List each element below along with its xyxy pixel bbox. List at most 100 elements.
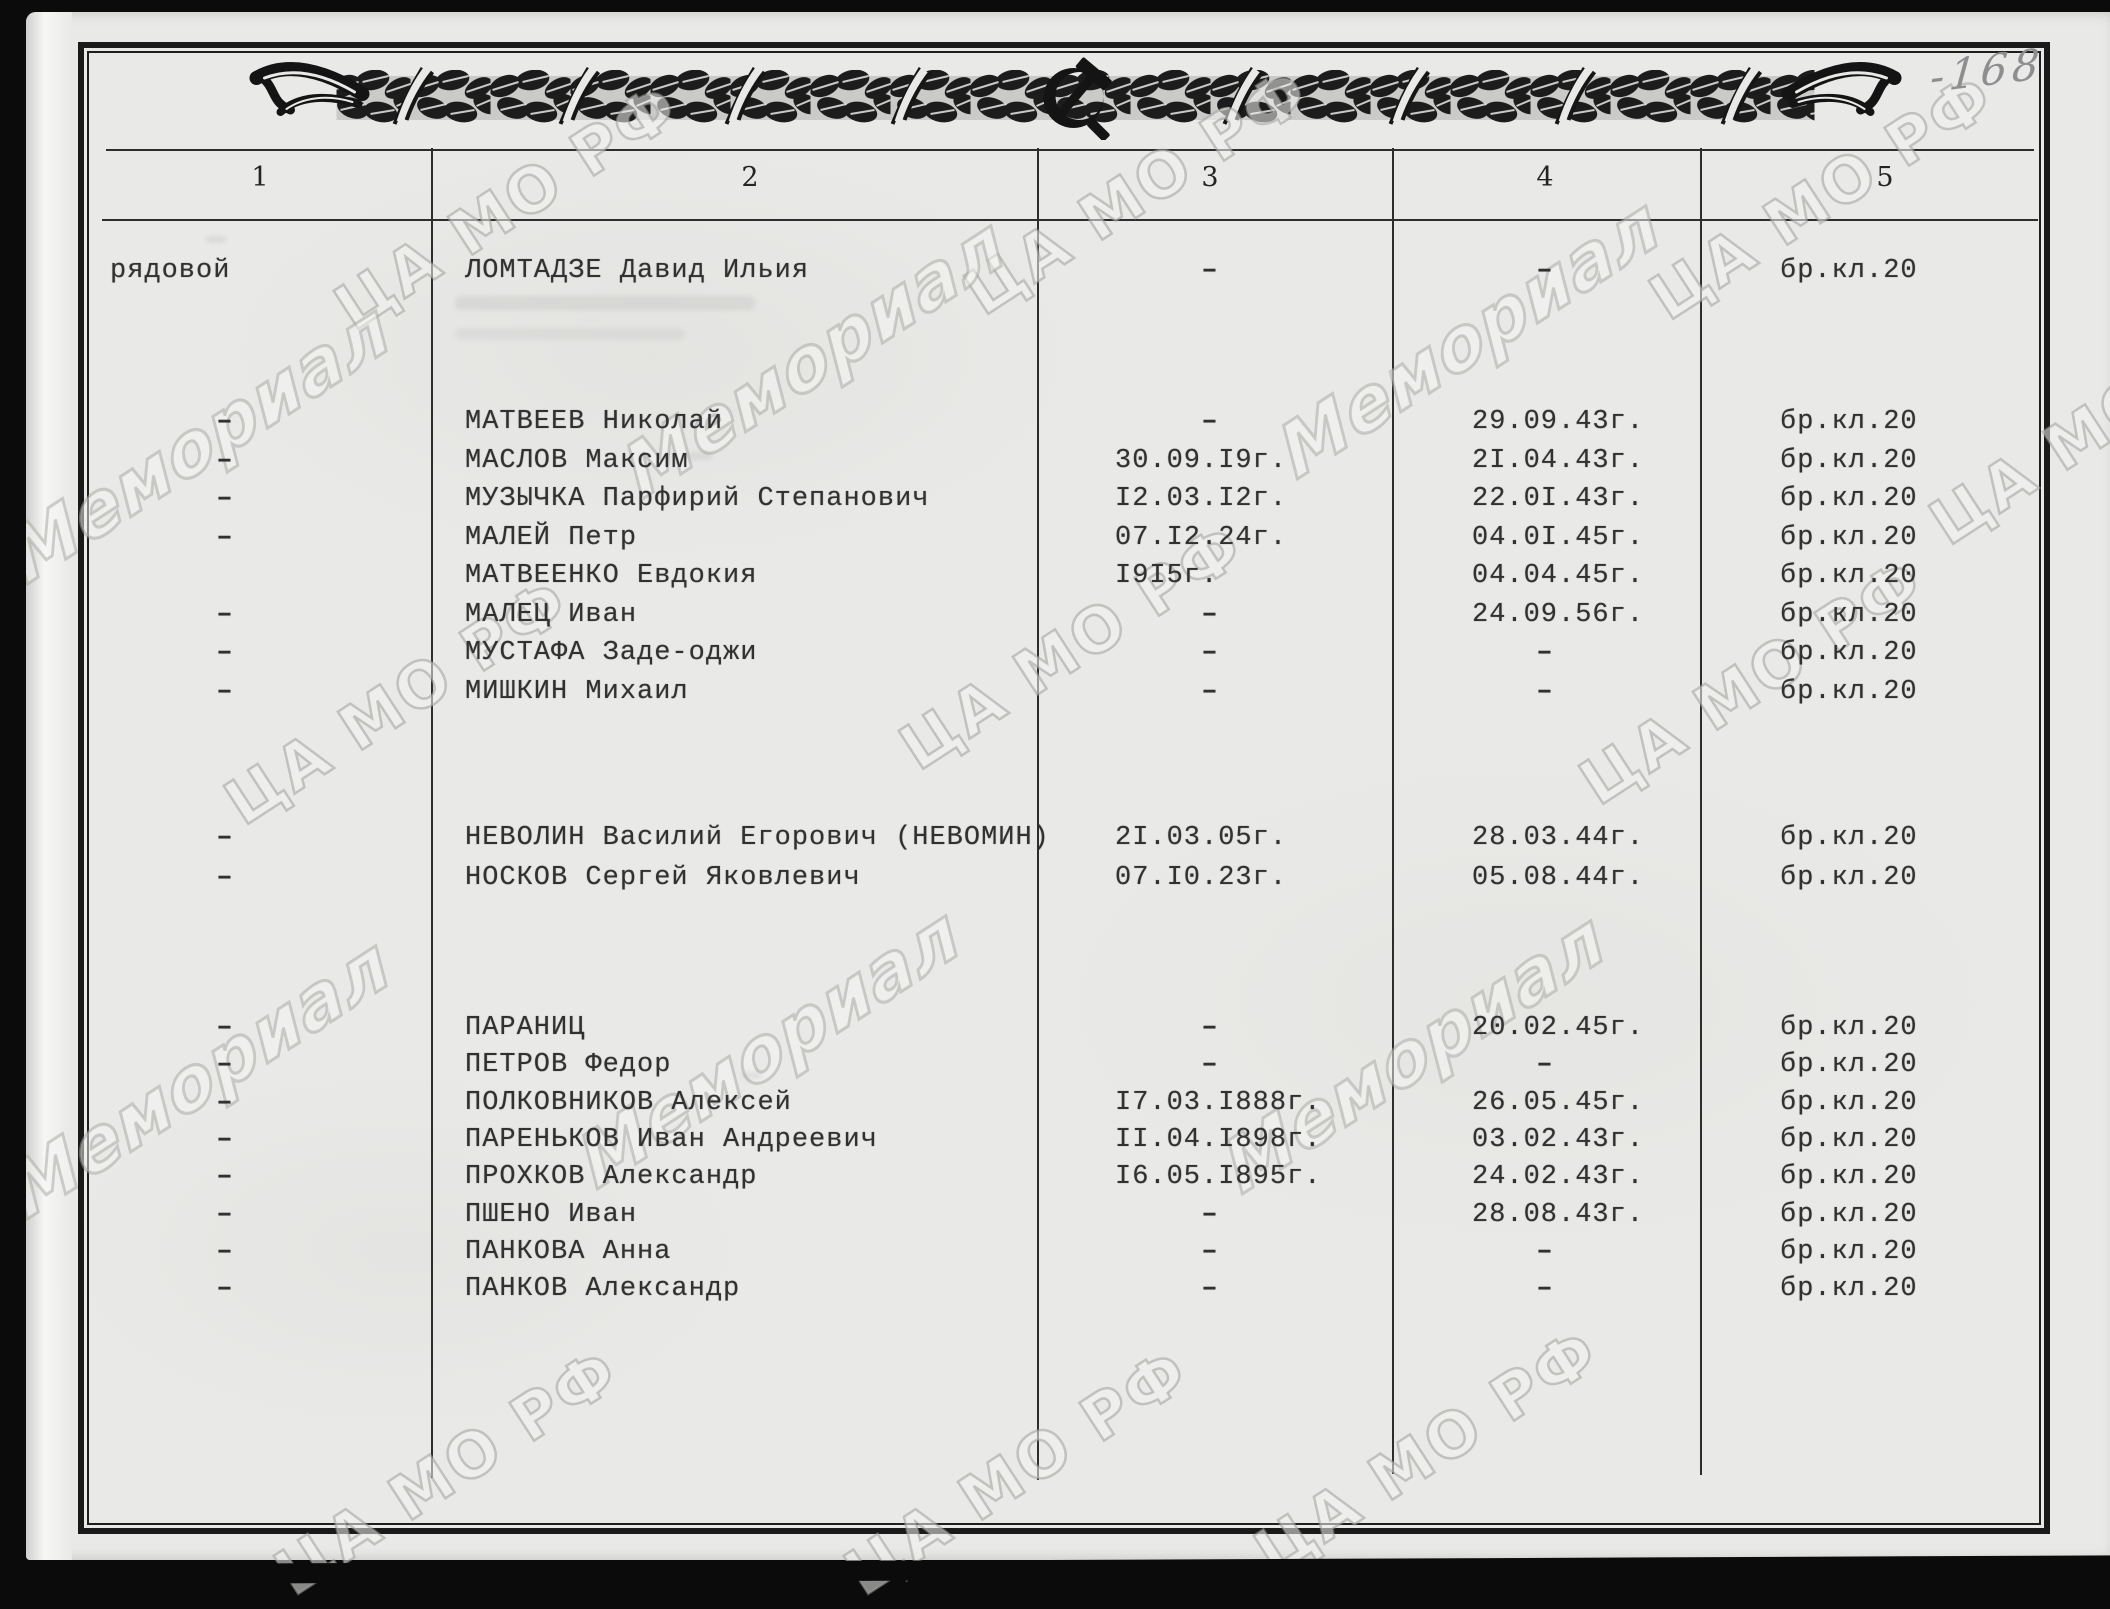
column-divider-2 — [1037, 148, 1039, 1480]
cell-grave: бр.кл.20 — [1780, 1162, 1918, 1192]
cell-death-date: 24.09.56г. — [1472, 600, 1645, 630]
cell-rank: – — [216, 484, 234, 514]
scan-edge-left — [0, 0, 26, 1575]
column-header-3: 3 — [1201, 162, 1219, 193]
cell-birth-date: – — [1201, 600, 1219, 630]
cell-rank: – — [216, 1013, 234, 1043]
cell-grave: бр.кл.20 — [1780, 863, 1918, 893]
cell-rank: – — [216, 1162, 234, 1192]
cell-name: ПАНКОВА Анна — [465, 1237, 672, 1267]
cell-death-date: 03.02.43г. — [1472, 1125, 1645, 1155]
cell-rank: – — [216, 1237, 234, 1267]
cell-death-date: 26.05.45г. — [1472, 1088, 1645, 1118]
cell-name: МАТВЕЕНКО Евдокия — [465, 561, 758, 591]
cell-rank: – — [216, 600, 234, 630]
cell-birth-date: 07.I2.24г. — [1115, 523, 1288, 553]
cell-grave: бр.кл.20 — [1780, 1274, 1918, 1304]
cell-grave: бр.кл.20 — [1780, 446, 1918, 476]
cell-birth-date: II.04.I898г. — [1115, 1125, 1322, 1155]
cell-death-date: 2I.04.43г. — [1472, 446, 1645, 476]
cell-birth-date: – — [1201, 1050, 1219, 1080]
cell-death-date: 24.02.43г. — [1472, 1162, 1645, 1192]
cell-name: ПЕТРОВ Федор — [465, 1050, 672, 1080]
cell-name: МАТВЕЕВ Николай — [465, 407, 724, 437]
cell-name: ПАНКОВ Александр — [465, 1274, 741, 1304]
cell-name: ЛОМТАДЗЕ Давид Ильия — [465, 256, 810, 286]
cell-rank: рядовой — [110, 256, 231, 286]
cell-death-date: – — [1536, 256, 1554, 286]
cell-grave: бр.кл.20 — [1780, 484, 1918, 514]
hammer-and-sickle-emblem — [1043, 57, 1112, 140]
cell-grave: бр.кл.20 — [1780, 407, 1918, 437]
cell-name: МУСТАФА Заде-оджи — [465, 638, 758, 668]
cell-name: МАСЛОВ Максим — [465, 446, 689, 476]
cell-death-date: – — [1536, 1274, 1554, 1304]
cell-grave: бр.кл.20 — [1780, 677, 1918, 707]
cell-name: МИШКИН Михаил — [465, 677, 689, 707]
column-header-4: 4 — [1536, 162, 1554, 193]
header-bottom-rule — [102, 219, 2038, 221]
cell-death-date: 04.0I.45г. — [1472, 523, 1645, 553]
erased-text-smudge — [742, 1072, 762, 1079]
cell-birth-date: I9I5г. — [1115, 561, 1219, 591]
cell-grave: бр.кл.20 — [1780, 256, 1918, 286]
cell-grave: бр.кл.20 — [1780, 1237, 1918, 1267]
cell-death-date: – — [1536, 1237, 1554, 1267]
cell-grave: бр.кл.20 — [1780, 638, 1918, 668]
cell-name: МАЛЕЦ Иван — [465, 600, 638, 630]
erased-text-smudge — [455, 296, 755, 310]
scan-edge-top — [0, 0, 2110, 12]
cell-death-date: 20.02.45г. — [1472, 1013, 1645, 1043]
cell-death-date: – — [1536, 638, 1554, 668]
cell-death-date: 28.08.43г. — [1472, 1200, 1645, 1230]
cell-grave: бр.кл.20 — [1780, 1088, 1918, 1118]
cell-rank: – — [216, 863, 234, 893]
column-header-1: 1 — [251, 162, 269, 193]
cell-grave: бр.кл.20 — [1780, 823, 1918, 853]
book-page — [26, 12, 2110, 1560]
cell-birth-date: – — [1201, 1274, 1219, 1304]
cell-birth-date: – — [1201, 677, 1219, 707]
cell-rank: – — [216, 523, 234, 553]
cell-death-date: – — [1536, 677, 1554, 707]
cell-death-date: 05.08.44г. — [1472, 863, 1645, 893]
paper-texture — [26, 12, 2110, 1560]
cell-birth-date: 2I.03.05г. — [1115, 823, 1288, 853]
cell-birth-date: – — [1201, 1200, 1219, 1230]
column-divider-3 — [1392, 148, 1394, 1474]
cell-name: НЕВОЛИН Василий Егорович (НЕВОМИН) — [465, 823, 1050, 853]
cell-death-date: 22.0I.43г. — [1472, 484, 1645, 514]
cell-name: ПАРЕНЬКОВ Иван Андреевич — [465, 1125, 878, 1155]
cell-birth-date: 07.I0.23г. — [1115, 863, 1288, 893]
cell-name: МАЛЕЙ Петр — [465, 523, 638, 553]
column-divider-1 — [431, 148, 433, 1478]
cell-birth-date: 30.09.I9г. — [1115, 446, 1288, 476]
cell-rank: – — [216, 1200, 234, 1230]
cell-birth-date: – — [1201, 638, 1219, 668]
cell-birth-date: – — [1201, 1237, 1219, 1267]
cell-rank: – — [216, 1050, 234, 1080]
cell-birth-date: I6.05.I895г. — [1115, 1162, 1322, 1192]
column-divider-4 — [1700, 148, 1702, 1475]
laurel-garland-banner — [248, 57, 1903, 140]
cell-rank: – — [216, 1274, 234, 1304]
cell-name: ПРОХКОВ Александр — [465, 1162, 758, 1192]
cell-rank: – — [216, 677, 234, 707]
cell-name: ПШЕНО Иван — [465, 1200, 638, 1230]
cell-death-date: 28.03.44г. — [1472, 823, 1645, 853]
cell-rank: – — [216, 446, 234, 476]
cell-birth-date: – — [1201, 407, 1219, 437]
cell-rank: – — [216, 638, 234, 668]
cell-rank: – — [216, 1125, 234, 1155]
cell-birth-date: I7.03.I888г. — [1115, 1088, 1322, 1118]
cell-name: НОСКОВ Сергей Яковлевич — [465, 863, 861, 893]
cell-grave: бр.кл.20 — [1780, 1200, 1918, 1230]
cell-name: ПАРАНИЦ — [465, 1013, 586, 1043]
cell-birth-date: I2.03.I2г. — [1115, 484, 1288, 514]
cell-name: ПОЛКОВНИКОВ Алексей — [465, 1088, 792, 1118]
column-header-2: 2 — [741, 162, 759, 193]
printed-page-frame — [78, 42, 2050, 1534]
cell-grave: бр.кл.20 — [1780, 1013, 1918, 1043]
printed-page-frame-inner — [87, 51, 2041, 1525]
